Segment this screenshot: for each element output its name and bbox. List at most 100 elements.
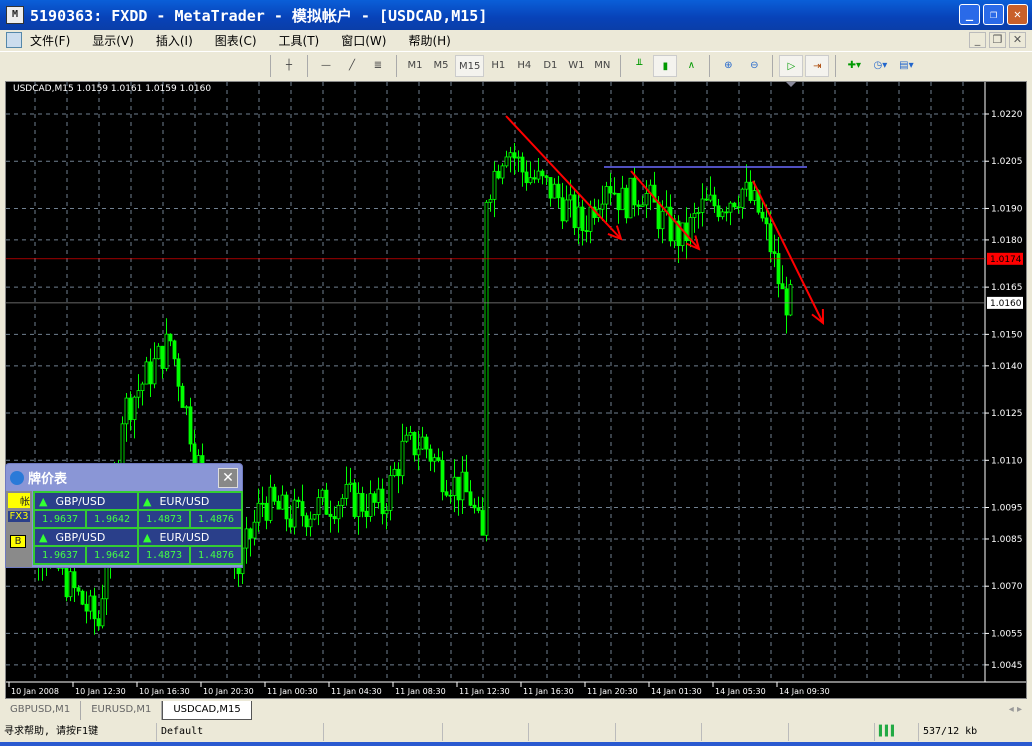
candle-body [408, 431, 413, 436]
candle-body [424, 436, 429, 450]
side-tag[interactable]: 帐 [8, 493, 30, 508]
candle-body [320, 489, 325, 499]
quote-symbol[interactable]: ▲ EUR/USD [138, 492, 242, 510]
mdi-minimize-button[interactable]: _ [969, 32, 986, 48]
quote-symbol[interactable]: ▲ EUR/USD [138, 528, 242, 546]
bar-chart-icon[interactable]: ╨ [636, 59, 643, 71]
tab-gbpusd[interactable]: GBPUSD,M1 [0, 701, 82, 720]
mdi-close-button[interactable]: ✕ [1009, 32, 1026, 48]
maximize-button[interactable]: ❐ [983, 4, 1004, 25]
menu-view[interactable]: 显示(V) [92, 33, 134, 48]
candle-body [632, 177, 637, 206]
tab-eurusd[interactable]: EURUSD,M1 [81, 701, 163, 720]
trend-arrow [752, 180, 824, 324]
mdi-restore-button[interactable]: ❐ [989, 32, 1006, 48]
candle-body [776, 253, 781, 285]
candle-body [304, 515, 309, 528]
candlestick-icon[interactable]: ▮ [653, 54, 678, 77]
candle-body [392, 468, 397, 477]
menu-window[interactable]: 窗口(W) [341, 33, 387, 48]
tab-usdcad[interactable]: USDCAD,M15 [162, 701, 252, 720]
menu-file[interactable]: 文件(F) [30, 33, 71, 48]
horizontal-line-icon[interactable]: — [321, 59, 331, 71]
zoom-out-icon[interactable]: ⊖ [750, 59, 759, 71]
bid-value[interactable]: 1.9637 [34, 510, 86, 528]
minimize-button[interactable]: _ [959, 4, 980, 25]
candle-body [172, 340, 177, 360]
quote-close-button[interactable]: ✕ [218, 468, 238, 488]
title-bar: M 5190363: FXDD - MetaTrader - 模拟帐户 - [U… [0, 0, 1032, 30]
tf-d1[interactable]: D1 [543, 59, 558, 71]
candle-body [768, 223, 773, 253]
candle-body [544, 175, 549, 178]
side-tag[interactable]: FX3 [8, 511, 30, 522]
tf-m15[interactable]: M15 [455, 54, 485, 77]
ask-value[interactable]: 1.9642 [86, 510, 138, 528]
candle-body [732, 202, 737, 208]
candle-body [340, 497, 345, 506]
candle-body [772, 251, 777, 254]
periods-clock-icon[interactable]: ◷▾ [873, 59, 888, 71]
candle-body [324, 489, 329, 515]
price-tick-label: 1.0125 [991, 409, 1023, 419]
candle-body [712, 194, 717, 207]
quote-window[interactable]: 牌价表 ✕ 帐 FX3 B ▲ GBP/USD ▲ EUR/USD 1.9637 1.… [5, 463, 243, 568]
candle-body [456, 476, 461, 501]
candle-body [296, 499, 301, 502]
menu-help[interactable]: 帮助(H) [408, 33, 451, 48]
candle-body [120, 423, 125, 467]
tf-w1[interactable]: W1 [568, 59, 585, 71]
candle-body [412, 431, 417, 456]
close-button[interactable]: ✕ [1007, 4, 1028, 25]
crosshair-icon[interactable]: ┼ [285, 59, 293, 71]
candle-body [480, 510, 485, 536]
candle-body [276, 500, 281, 510]
templates-icon[interactable]: ▤▾ [899, 59, 914, 71]
candle-body [572, 194, 577, 229]
globe-icon [10, 470, 24, 485]
bid-value[interactable]: 1.4873 [138, 546, 190, 564]
tf-m1[interactable]: M1 [407, 59, 423, 71]
zoom-in-icon[interactable]: ⊕ [724, 59, 733, 71]
side-tag[interactable]: B [10, 535, 26, 548]
price-chart[interactable]: 1.0220 1.0205 1.0190 1.0180 1.0165 1.0150 1.01… [5, 81, 1027, 699]
quote-symbol[interactable]: ▲ GBP/USD [34, 492, 138, 510]
bid-value[interactable]: 1.4873 [138, 510, 190, 528]
candle-body [292, 499, 297, 528]
candle-body [76, 587, 81, 592]
candle-body [588, 206, 593, 232]
candle-body [124, 397, 129, 425]
ask-value[interactable]: 1.4876 [190, 546, 242, 564]
candle-body [636, 204, 641, 207]
candle-body [312, 514, 317, 520]
tf-h1[interactable]: H1 [491, 59, 506, 71]
candle-body [336, 504, 341, 520]
chart-shift-icon[interactable]: ⇥ [805, 54, 830, 77]
menu-tools[interactable]: 工具(T) [278, 33, 320, 48]
tab-scroll-arrows[interactable]: ◂ ▸ [1008, 704, 1022, 715]
candle-body [728, 202, 733, 213]
candle-body [540, 170, 545, 177]
trendline-icon[interactable]: ╱ [348, 59, 356, 71]
fibonacci-icon[interactable]: ≣ [373, 59, 383, 71]
candle-body [256, 502, 261, 523]
candle-body [284, 494, 289, 520]
ask-value[interactable]: 1.4876 [190, 510, 242, 528]
quote-symbol[interactable]: ▲ GBP/USD [34, 528, 138, 546]
chart-window-icon[interactable] [6, 32, 22, 48]
candle-body [308, 518, 313, 528]
price-tick-label: 1.0150 [991, 330, 1023, 340]
indicators-icon[interactable]: ✚▾ [847, 59, 862, 71]
tf-h4[interactable]: H4 [517, 59, 532, 71]
auto-scroll-icon[interactable]: ▷ [779, 54, 804, 77]
ask-value[interactable]: 1.9642 [86, 546, 138, 564]
arrow-head [685, 235, 701, 251]
tf-mn[interactable]: MN [594, 59, 611, 71]
bid-value[interactable]: 1.9637 [34, 546, 86, 564]
line-chart-icon[interactable]: ∧ [687, 59, 696, 71]
menu-insert[interactable]: 插入(I) [155, 33, 193, 48]
tf-m5[interactable]: M5 [433, 59, 449, 71]
candle-body [252, 521, 257, 539]
candle-body [696, 212, 701, 214]
menu-charts[interactable]: 图表(C) [214, 33, 257, 48]
